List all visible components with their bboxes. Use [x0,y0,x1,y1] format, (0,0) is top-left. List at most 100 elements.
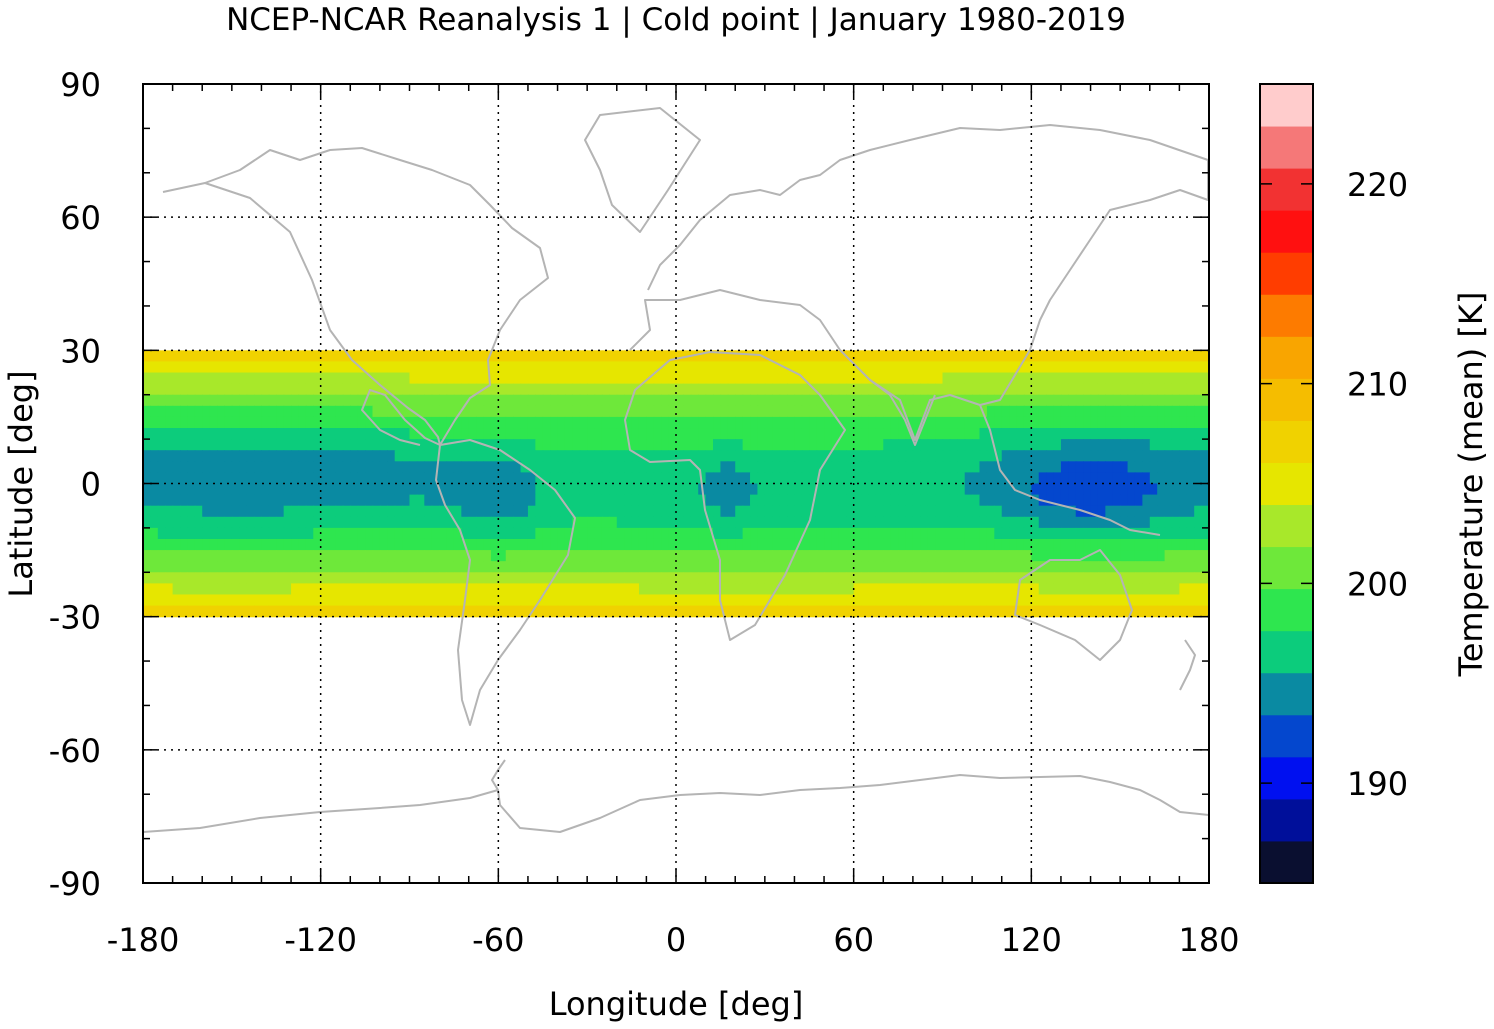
heatmap-cell [772,561,781,573]
heatmap-cell [394,439,403,451]
heatmap-cell [1127,561,1136,573]
heatmap-cell [750,483,759,496]
heatmap-cell [476,372,485,385]
heatmap-cell [453,361,462,374]
heatmap-cell [824,439,833,451]
heatmap-cell [1179,572,1188,584]
heatmap-cell [735,405,744,418]
heatmap-cell [394,550,403,562]
heatmap-cell [942,472,951,485]
heatmap-cell [779,583,788,596]
heatmap-cell [490,483,499,496]
heatmap-cell [298,483,307,496]
heatmap-cell [143,472,151,485]
heatmap-cell [180,428,189,440]
heatmap-cell [557,538,566,551]
heatmap-cell [1075,538,1084,551]
heatmap-cell [594,505,603,518]
heatmap-cell [194,383,203,396]
heatmap-cell [1179,416,1188,429]
heatmap-cell [409,383,418,396]
heatmap-cell [949,594,958,607]
heatmap-cell [750,383,759,396]
heatmap-cell [1009,361,1018,374]
heatmap-cell [239,494,248,507]
heatmap-cell [557,394,566,407]
heatmap-cell [276,461,285,474]
heatmap-cell [1075,372,1084,385]
heatmap-cell [927,450,936,462]
heatmap-cell [468,416,477,429]
heatmap-cell [957,594,966,607]
heatmap-cell [779,450,788,462]
heatmap-cell [180,605,189,618]
heatmap-cell [942,483,951,496]
heatmap-cell [624,505,633,518]
heatmap-cell [1031,550,1040,562]
heatmap-cell [394,472,403,485]
heatmap-cell [1105,350,1114,363]
heatmap-cell [1075,472,1084,485]
heatmap-cell [572,527,581,540]
heatmap-cell [1083,372,1092,385]
heatmap-cell [254,450,263,462]
heatmap-cell [224,428,233,440]
heatmap-cell [387,505,396,518]
heatmap-cell [409,461,418,474]
heatmap-cell [239,583,248,596]
heatmap-cell [727,505,736,518]
heatmap-cell [816,383,825,396]
heatmap-cell [276,594,285,607]
heatmap-cell [949,605,958,618]
heatmap-cell [690,538,699,551]
heatmap-cell [779,428,788,440]
heatmap-cell [572,416,581,429]
heatmap-cell [520,428,529,440]
heatmap-cell [624,361,633,374]
heatmap-cell [468,461,477,474]
heatmap-cell [1149,450,1158,462]
heatmap-cell [246,538,255,551]
heatmap-cell [542,416,551,429]
heatmap-cell [461,572,470,584]
heatmap-cell [750,361,759,374]
heatmap-cell [661,472,670,485]
heatmap-cell [868,428,877,440]
heatmap-cell [527,383,536,396]
heatmap-cell [513,516,522,529]
heatmap-cell [372,516,381,529]
heatmap-cell [328,383,337,396]
heatmap-cell [1031,594,1040,607]
heatmap-cell [957,428,966,440]
heatmap-cell [698,494,707,507]
heatmap-cell [490,538,499,551]
heatmap-cell [1075,572,1084,584]
heatmap-cell [276,516,285,529]
heatmap-cell [861,416,870,429]
heatmap-cell [542,450,551,462]
heatmap-cell [764,394,773,407]
heatmap-cell [202,505,211,518]
heatmap-cell [365,483,374,496]
heatmap-cell [483,527,492,540]
heatmap-cell [883,450,892,462]
heatmap-cell [1149,561,1158,573]
heatmap-cell [239,527,248,540]
heatmap-cell [224,439,233,451]
heatmap-cell [1142,561,1151,573]
heatmap-cell [439,405,448,418]
heatmap-cell [172,472,181,485]
heatmap-cell [1060,572,1069,584]
heatmap-cell [957,372,966,385]
heatmap-cell [801,394,810,407]
heatmap-cell [1201,372,1209,385]
heatmap-cell [779,594,788,607]
heatmap-cell [350,428,359,440]
heatmap-cell [750,583,759,596]
heatmap-cell [661,505,670,518]
heatmap-cell [742,472,751,485]
heatmap-cell [1001,550,1010,562]
heatmap-cell [1127,583,1136,596]
heatmap-cell [557,439,566,451]
heatmap-cell [846,394,855,407]
